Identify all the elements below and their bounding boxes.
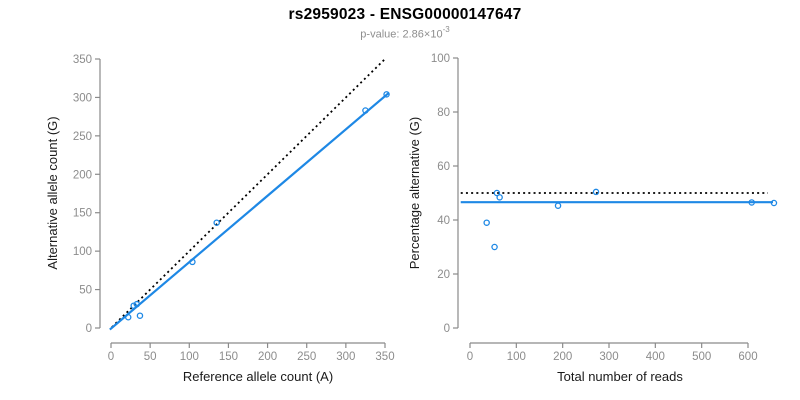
x-tick-label: 300 — [336, 351, 355, 363]
y-tick-label: 0 — [86, 323, 92, 335]
y-tick-label: 300 — [73, 92, 92, 104]
left-x-axis-label: Reference allele count (A) — [183, 369, 333, 384]
x-tick-label: 600 — [738, 351, 757, 363]
x-tick-label: 100 — [507, 351, 526, 363]
x-tick-label: 100 — [180, 351, 199, 363]
pvalue-exponent: -3 — [442, 25, 450, 34]
data-point — [136, 312, 144, 319]
x-tick-label: 300 — [599, 351, 618, 363]
y-tick-label: 20 — [437, 269, 450, 281]
y-tick-label: 100 — [431, 53, 450, 65]
data-point — [491, 243, 498, 251]
scatter-plot-right: 0 20 40 60 80 100 0 100 200 300 400 500 600 — [431, 53, 778, 363]
data-point — [748, 199, 755, 206]
data-point — [130, 302, 137, 309]
x-tick-label: 400 — [646, 351, 665, 363]
y-tick-label: 40 — [437, 215, 450, 227]
y-tick-label: 100 — [73, 246, 92, 258]
x-tick-label: 200 — [553, 351, 572, 363]
x-tick-label: 500 — [692, 351, 711, 363]
x-tick-label: 200 — [258, 351, 277, 363]
x-tick-label: 0 — [467, 351, 473, 363]
data-point — [483, 219, 490, 226]
data-point — [383, 91, 390, 98]
y-tick-label: 50 — [79, 285, 92, 297]
y-tick-label: 0 — [444, 323, 450, 335]
x-tick-label: 250 — [297, 351, 316, 363]
data-point — [124, 313, 132, 321]
x-tick-label: 50 — [144, 351, 157, 363]
x-tick-label: 150 — [219, 351, 238, 363]
y-tick-label: 200 — [73, 169, 92, 181]
data-point — [133, 300, 141, 308]
data-point — [493, 189, 501, 197]
data-point — [770, 199, 778, 207]
y-tick-label: 250 — [73, 131, 92, 143]
scatter-plot-left: 0 50 100 150 200 250 300 350 0 50 100 150 200 250 300 3… — [73, 54, 395, 363]
left-y-axis-label: Alternative allele count (G) — [45, 116, 60, 269]
y-tick-label: 60 — [437, 161, 450, 173]
data-point — [496, 194, 503, 201]
y-tick-label: 80 — [437, 107, 450, 119]
pvalue-text: p-value: 2.86×10 — [360, 28, 443, 41]
data-point — [554, 202, 562, 209]
page-title: rs2959023 - ENSG00000147647 — [288, 6, 522, 23]
data-point — [213, 219, 220, 226]
right-y-axis-label: Percentage alternative (G) — [407, 117, 422, 269]
data-point — [592, 188, 600, 196]
regression-line — [109, 91, 390, 331]
y-tick-label: 150 — [73, 208, 92, 220]
y-tick-label: 350 — [73, 54, 92, 66]
data-point — [362, 107, 369, 114]
x-tick-label: 0 — [108, 351, 114, 363]
identity-line — [111, 58, 386, 328]
x-tick-label: 350 — [375, 351, 394, 363]
pvalue-subtitle: p-value: 2.86×10-3 — [5, 25, 800, 41]
right-x-axis-label: Total number of reads — [557, 369, 683, 384]
data-point — [189, 258, 196, 266]
